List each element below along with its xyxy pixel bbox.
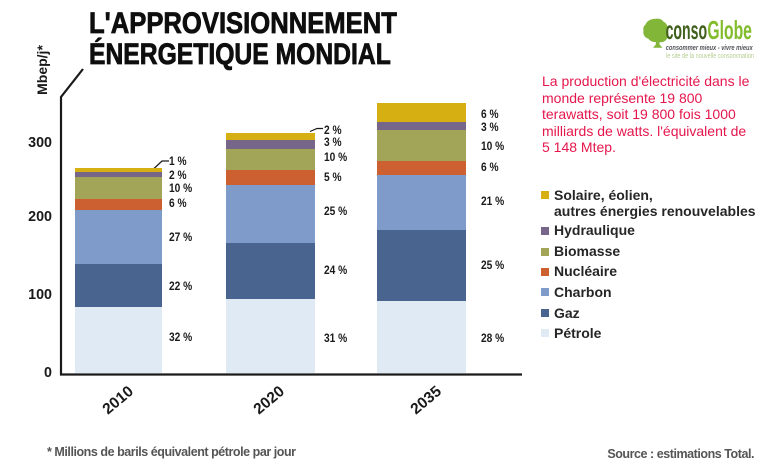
svg-text:le site de la nouvelle consomm: le site de la nouvelle consommation [666, 53, 754, 60]
svg-text:Globe: Globe [707, 15, 752, 45]
svg-text:conso: conso [666, 15, 708, 45]
svg-text:consommer mieux - vivre mieux: consommer mieux - vivre mieux [666, 43, 754, 52]
